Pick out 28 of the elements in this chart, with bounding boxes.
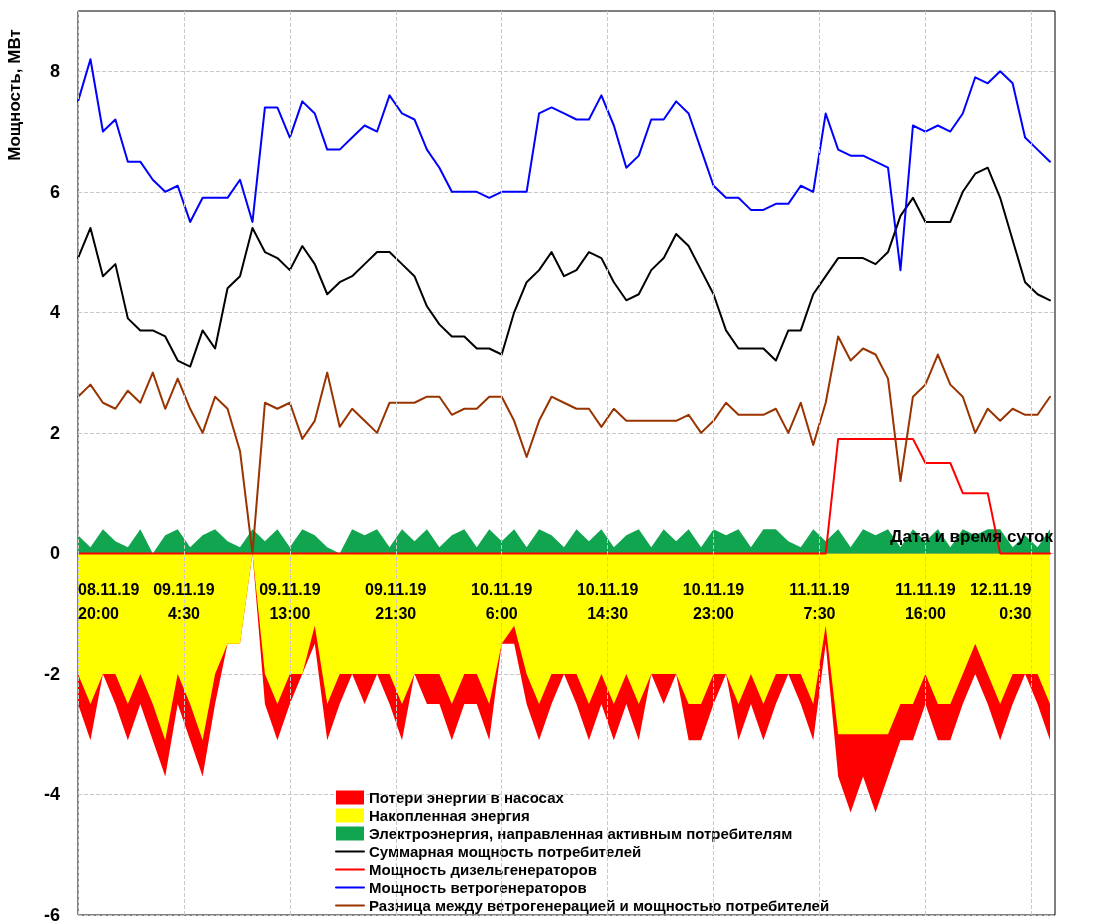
x-tick-label: 10.11.19 14:30 — [576, 580, 639, 622]
legend-label: Суммарная мощность потребителей — [369, 843, 642, 860]
line-series — [77, 58, 1052, 272]
x-tick-label: 08.11.19 20:00 — [78, 580, 140, 622]
x-tick-label: 11.11.19 16:00 — [895, 580, 956, 622]
y-tick-label: 8 — [49, 61, 60, 82]
legend-label: Накопленная энергия — [369, 807, 530, 824]
x-tick-label: 12.11.19 0:30 — [969, 580, 1032, 622]
x-tick-label: 09.11.19 21:30 — [365, 580, 427, 622]
y-tick-label: -2 — [43, 663, 60, 684]
y-tick-label: -6 — [43, 905, 60, 924]
x-tick-label: 09.11.19 13:00 — [259, 580, 321, 622]
x-tick-label: 10.11.19 6:00 — [471, 580, 533, 622]
legend-label: Разница между ветрогенерацией и мощностью потребителей — [369, 897, 830, 914]
y-tick-label: 0 — [49, 543, 60, 564]
y-tick-label: -4 — [43, 784, 60, 805]
x-tick-label: 09.11.19 4:30 — [153, 580, 215, 622]
y-axis-title: Мощность, МВт — [4, 29, 24, 161]
legend-label: Электроэнергия, направленная активным потребителям — [369, 825, 793, 842]
legend-label: Мощность ветрогенераторов — [369, 879, 587, 896]
line-series — [77, 335, 1052, 555]
y-tick-label: 4 — [49, 302, 60, 323]
x-tick-label: 11.11.19 7:30 — [789, 580, 850, 622]
legend-label: Мощность дизельгенераторов — [369, 861, 597, 878]
legend-label: Потери энергии в насосах — [369, 789, 565, 806]
y-tick-label: 6 — [49, 181, 60, 202]
y-tick-label: 2 — [49, 422, 60, 443]
x-tick-label: 10.11.19 23:00 — [682, 580, 745, 622]
